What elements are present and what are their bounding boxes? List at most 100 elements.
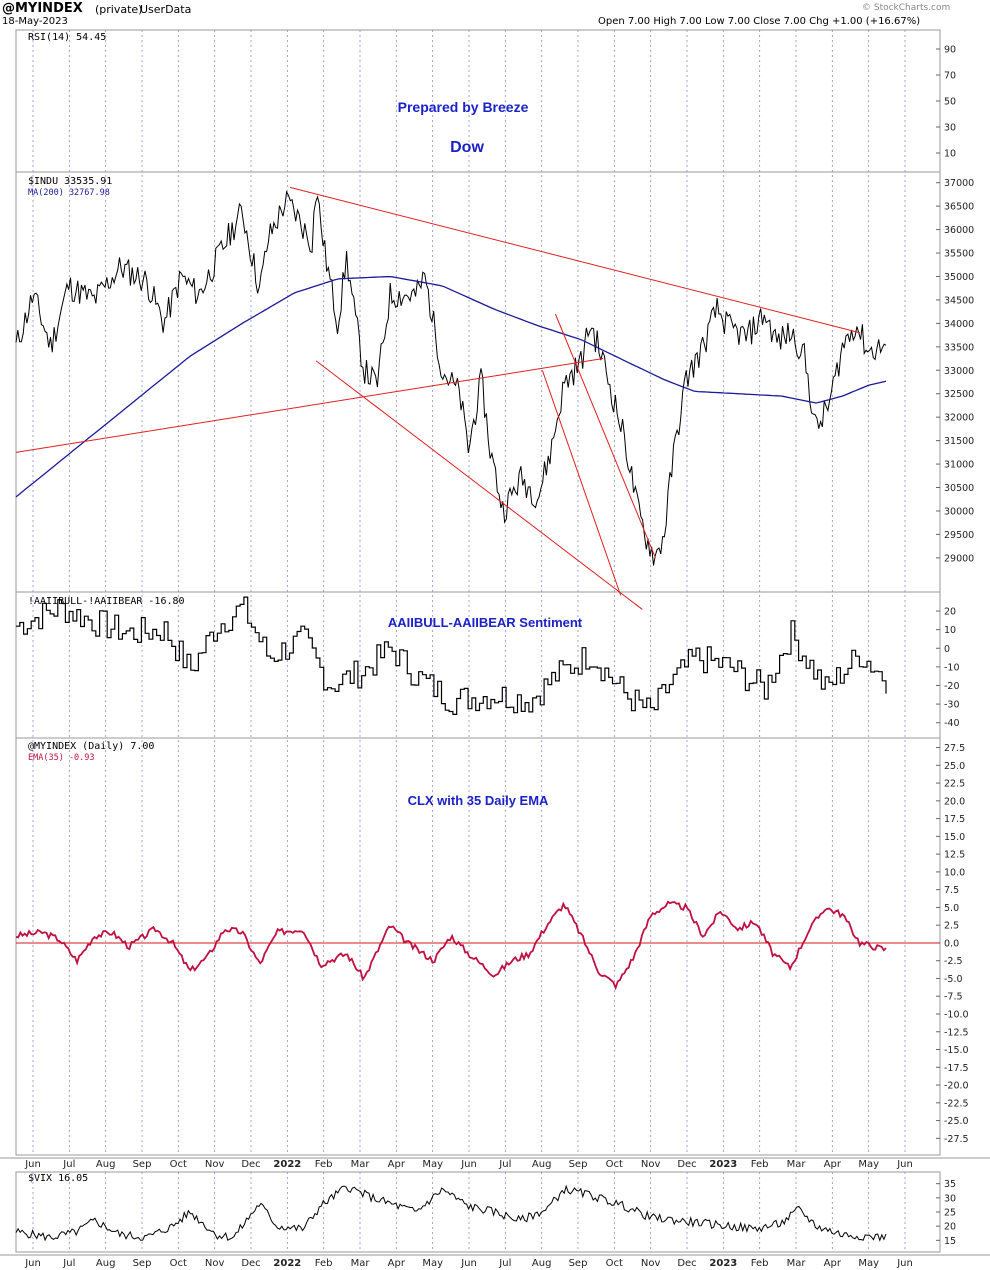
tick-label: -7.5 xyxy=(944,992,963,1003)
tick-label: 27.5 xyxy=(944,743,965,754)
tick-label: 35500 xyxy=(944,249,974,260)
tick-label: 0 xyxy=(944,644,950,655)
tick-label: 20.0 xyxy=(944,796,965,807)
tick-label: 10.0 xyxy=(944,867,965,878)
tick-label: 25.0 xyxy=(944,761,965,772)
trend-line xyxy=(554,313,656,559)
month-label: Mar xyxy=(787,1159,807,1170)
trend-line xyxy=(289,186,861,334)
tick-label: -40 xyxy=(944,718,960,729)
month-label: Dec xyxy=(677,1258,696,1269)
month-label: Apr xyxy=(388,1159,406,1170)
month-label: Aug xyxy=(532,1258,552,1269)
month-label: Aug xyxy=(96,1258,116,1269)
month-label: 2023 xyxy=(709,1159,737,1170)
chart-date: 18-May-2023 xyxy=(2,16,68,27)
tick-label: -12.5 xyxy=(944,1027,969,1038)
month-label: Jun xyxy=(24,1159,41,1170)
ema-legend: EMA(35) -0.93 xyxy=(28,753,95,763)
ohlc-readout: Open 7.00 High 7.00 Low 7.00 Close 7.00 … xyxy=(598,16,921,27)
tick-label: 17.5 xyxy=(944,814,965,825)
month-label: Sep xyxy=(133,1258,152,1269)
month-label: Nov xyxy=(205,1258,225,1269)
indu-line xyxy=(15,190,887,566)
month-label: Feb xyxy=(315,1258,333,1269)
tick-label: 10 xyxy=(944,149,956,160)
month-label: May xyxy=(422,1258,443,1269)
tick-label: 7.5 xyxy=(944,885,959,896)
tick-label: 25 xyxy=(944,1208,956,1219)
month-label: May xyxy=(422,1159,443,1170)
month-label: Apr xyxy=(824,1159,842,1170)
vix-line xyxy=(15,1184,887,1242)
tick-label: 29500 xyxy=(944,530,974,541)
tick-label: 33000 xyxy=(944,366,974,377)
month-label: Jul xyxy=(498,1258,511,1269)
month-label: 2022 xyxy=(273,1159,301,1170)
tick-label: 15 xyxy=(944,1236,956,1247)
month-label: Jun xyxy=(896,1258,913,1269)
month-label: Feb xyxy=(315,1159,333,1170)
month-label: Jul xyxy=(62,1258,75,1269)
ema-line xyxy=(15,900,887,991)
tick-label: -15.0 xyxy=(944,1045,969,1056)
tick-label: -27.5 xyxy=(944,1134,969,1145)
month-label: Oct xyxy=(170,1258,187,1269)
month-label: Dec xyxy=(241,1159,260,1170)
tick-label: 70 xyxy=(944,71,956,82)
month-label: Mar xyxy=(351,1159,371,1170)
month-label: May xyxy=(858,1159,879,1170)
month-label: Apr xyxy=(388,1258,406,1269)
tick-label: 37000 xyxy=(944,178,974,189)
tick-label: 30000 xyxy=(944,506,974,517)
tick-label: 10 xyxy=(944,625,956,636)
month-label: Mar xyxy=(351,1258,371,1269)
tick-label: -17.5 xyxy=(944,1063,969,1074)
month-label: Oct xyxy=(606,1258,623,1269)
aaii-line xyxy=(16,596,887,715)
month-label: Feb xyxy=(751,1258,769,1269)
month-label: Aug xyxy=(532,1159,552,1170)
tick-label: -30 xyxy=(944,700,960,711)
panel-frame-clx xyxy=(15,737,941,1156)
tick-label: -20 xyxy=(944,681,960,692)
month-label: Nov xyxy=(641,1159,661,1170)
month-label: Oct xyxy=(170,1159,187,1170)
tick-label: 30 xyxy=(944,1193,956,1204)
clx-legend: @MYINDEX (Daily) 7.00 xyxy=(28,741,154,752)
panel-frame-aaii xyxy=(15,591,941,739)
tick-label: 5.0 xyxy=(944,903,959,914)
tick-label: 30500 xyxy=(944,483,974,494)
tick-label: 12.5 xyxy=(944,850,965,861)
tick-label: 50 xyxy=(944,97,956,108)
month-label: Jun xyxy=(460,1258,477,1269)
aaii-annotation: AAIIBULL-AAIIBEAR Sentiment xyxy=(388,615,583,630)
month-label: Mar xyxy=(787,1258,807,1269)
ma200-line xyxy=(15,275,887,498)
month-label: 2023 xyxy=(709,1258,737,1269)
panel-frame-vix xyxy=(15,1171,941,1253)
month-label: Sep xyxy=(569,1159,588,1170)
tick-label: 22.5 xyxy=(944,779,965,790)
price-legend: $INDU 33535.91 xyxy=(28,176,112,187)
tick-label: -22.5 xyxy=(944,1098,969,1109)
month-label: Sep xyxy=(133,1159,152,1170)
rsi-legend: RSI(14) 54.45 xyxy=(28,32,106,43)
tick-label: 32000 xyxy=(944,413,974,424)
tick-label: 31000 xyxy=(944,460,974,471)
month-label: Aug xyxy=(96,1159,116,1170)
tick-label: 35000 xyxy=(944,272,974,283)
tick-label: 34000 xyxy=(944,319,974,330)
tick-label: -25.0 xyxy=(944,1116,969,1127)
month-label: Sep xyxy=(569,1258,588,1269)
tick-label: 35 xyxy=(944,1179,956,1190)
tick-label: 2.5 xyxy=(944,921,959,932)
tick-label: 36000 xyxy=(944,225,974,236)
month-label: 2022 xyxy=(273,1258,301,1269)
month-label: Oct xyxy=(606,1159,623,1170)
ma-legend: MA(200) 32767.98 xyxy=(28,188,110,198)
tick-label: 36500 xyxy=(944,202,974,213)
month-label: May xyxy=(858,1258,879,1269)
clx-annotation: CLX with 35 Daily EMA xyxy=(408,793,549,808)
